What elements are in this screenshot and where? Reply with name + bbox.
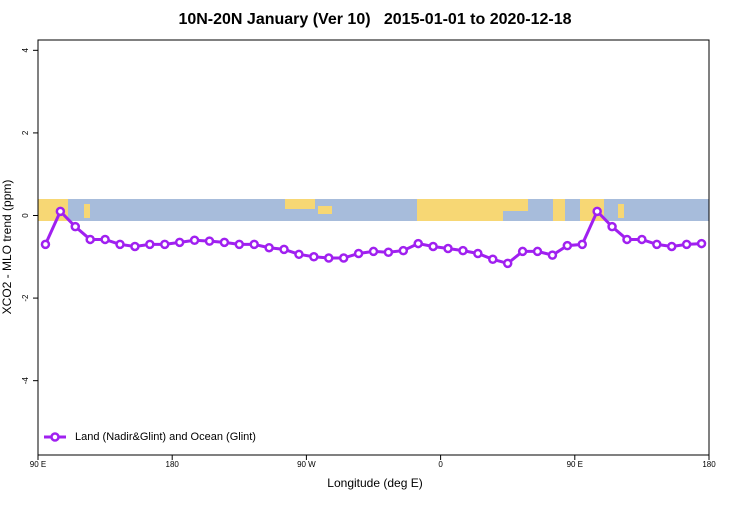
x-tick-label: 90 E: [30, 460, 46, 469]
y-tick-label: -2: [21, 294, 30, 302]
data-point: [100, 234, 110, 245]
data-point: [607, 221, 617, 232]
data-point: [189, 235, 200, 246]
data-point: [204, 236, 215, 246]
data-point: [353, 248, 364, 259]
data-point: [174, 237, 185, 248]
data-point: [696, 238, 707, 249]
data-point: [294, 249, 304, 260]
data-point: [652, 239, 662, 250]
data-point: [502, 258, 513, 269]
data-point: [562, 240, 573, 251]
y-tick-label: 2: [21, 130, 30, 135]
data-point: [145, 239, 155, 250]
data-point: [85, 234, 95, 245]
y-axis-label: XCO2 - MLO trend (ppm): [0, 180, 14, 315]
data-point: [324, 253, 334, 263]
data-point: [383, 247, 394, 257]
y-tick-label: 0: [21, 213, 30, 218]
data-point: [488, 254, 498, 265]
data-point: [70, 221, 81, 232]
data-point: [115, 239, 125, 250]
data-point: [666, 241, 677, 252]
x-axis-label: Longitude (deg E): [327, 476, 422, 490]
x-tick-label: 90 E: [567, 460, 583, 469]
data-point: [264, 242, 274, 253]
chart-title: 10N-20N January (Ver 10) 2015-01-01 to 2…: [178, 11, 571, 28]
data-point: [234, 239, 245, 250]
x-tick-label: 0: [438, 460, 443, 469]
data-point: [443, 243, 453, 254]
data-point: [622, 234, 632, 245]
y-tick-label: 4: [21, 48, 30, 53]
legend-label: Land (Nadir&Glint) and Ocean (Glint): [75, 431, 256, 443]
data-point: [517, 246, 528, 257]
data-point: [338, 253, 349, 263]
data-point: [219, 237, 230, 248]
data-point: [681, 239, 692, 250]
data-point: [40, 239, 51, 250]
data-point: [159, 239, 170, 250]
data-point: [368, 246, 379, 257]
data-point: [592, 206, 602, 217]
data-point: [413, 238, 423, 249]
data-point: [473, 248, 483, 259]
data-point: [577, 239, 588, 250]
data-point: [398, 245, 409, 256]
data-point: [458, 245, 468, 256]
y-tick-label: -4: [21, 377, 30, 385]
x-tick-label: 180: [166, 460, 180, 469]
data-point: [279, 244, 289, 255]
data-point: [532, 246, 543, 257]
data-point: [55, 206, 66, 217]
x-tick-label: 180: [702, 460, 716, 469]
data-point: [547, 250, 558, 260]
data-point: [309, 252, 319, 262]
plot-frame: [37, 39, 710, 456]
data-point: [637, 234, 647, 245]
x-tick-label: 90 W: [297, 460, 316, 469]
data-point: [428, 241, 438, 252]
data-point: [249, 239, 259, 250]
data-point: [130, 241, 140, 252]
legend-marker: [50, 432, 60, 442]
map-strip: [38, 199, 709, 221]
